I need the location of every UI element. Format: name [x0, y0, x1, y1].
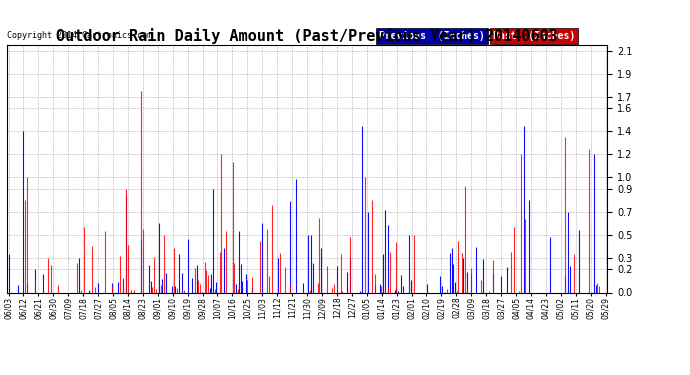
Text: Copyright 2014 Cartronics.com: Copyright 2014 Cartronics.com — [7, 31, 152, 40]
Text: Previous  (Inches): Previous (Inches) — [379, 31, 485, 41]
Text: Past  (Inches): Past (Inches) — [493, 31, 575, 41]
Title: Outdoor Rain Daily Amount (Past/Previous Year) 20140603: Outdoor Rain Daily Amount (Past/Previous… — [56, 28, 558, 44]
